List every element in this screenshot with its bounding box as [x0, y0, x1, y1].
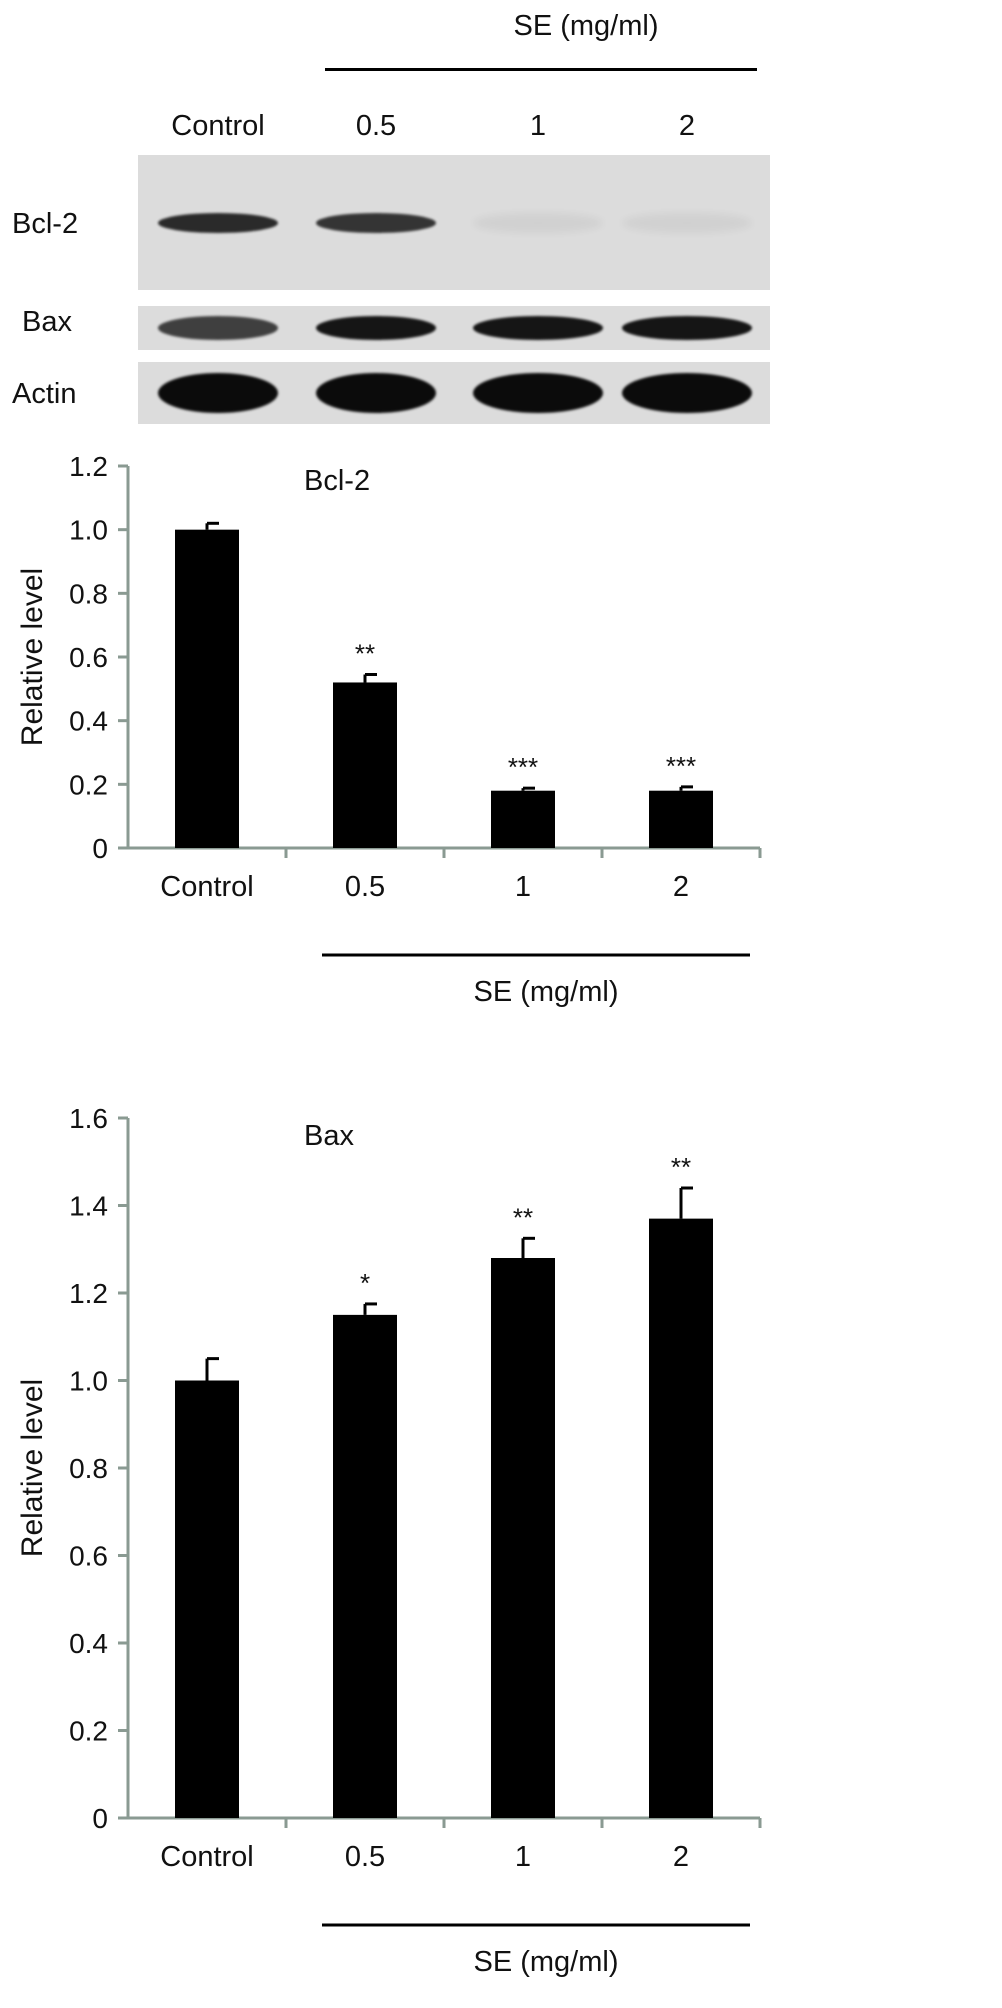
- y-axis-label: Relative level: [16, 1379, 49, 1557]
- blot-band: [622, 316, 752, 340]
- blot-band: [473, 316, 603, 340]
- lane-label-0-5: 0.5: [355, 110, 397, 142]
- blot-band: [316, 373, 436, 413]
- y-tick-label: 0.4: [69, 1628, 108, 1659]
- blot-group-label: SE (mg/ml): [513, 10, 659, 42]
- blot-group-bracket: [325, 68, 757, 71]
- bar: [333, 1314, 397, 1818]
- y-tick-label: 1.6: [69, 1103, 108, 1134]
- y-tick-label: 0.6: [69, 1541, 108, 1572]
- blot-band: [473, 213, 603, 233]
- bar: [175, 1380, 239, 1818]
- significance-marker: **: [355, 639, 375, 669]
- y-tick-label: 0.2: [69, 1716, 108, 1747]
- y-tick-label: 0: [92, 833, 108, 864]
- x-tick-label: 2: [673, 1841, 689, 1873]
- blot-row-label-actin: Actin: [12, 378, 77, 410]
- bar: [491, 790, 555, 848]
- blot-row-label-bax: Bax: [22, 306, 72, 338]
- significance-marker: ***: [508, 752, 538, 782]
- y-tick-label: 0.6: [69, 642, 108, 673]
- blot-strip-actin: [138, 362, 770, 424]
- bar: [649, 790, 713, 848]
- x-tick-label: 2: [673, 871, 689, 903]
- x-tick-label: Control: [160, 871, 254, 903]
- bar: [491, 1258, 555, 1818]
- significance-marker: **: [513, 1202, 533, 1232]
- blot-band: [158, 213, 278, 233]
- blot-strip-bcl2: [138, 155, 770, 290]
- blot-band: [316, 213, 436, 233]
- y-tick-label: 0.2: [69, 769, 108, 800]
- significance-marker: *: [360, 1268, 370, 1298]
- blot-band: [158, 373, 278, 413]
- blot-strip-bax: [138, 306, 770, 350]
- y-tick-label: 1.0: [69, 515, 108, 546]
- blot-band: [622, 213, 752, 233]
- blot-band: [316, 316, 436, 340]
- significance-marker: **: [671, 1152, 691, 1182]
- x-tick-label: 0.5: [345, 871, 385, 903]
- bar: [175, 529, 239, 848]
- chart-title: Bcl-2: [304, 465, 370, 497]
- x-tick-label: 0.5: [345, 1841, 385, 1873]
- blot-band: [158, 316, 278, 340]
- y-tick-label: 1.4: [69, 1191, 108, 1222]
- x-tick-label: 1: [515, 871, 531, 903]
- y-tick-label: 0.8: [69, 1453, 108, 1484]
- y-tick-label: 0.4: [69, 706, 108, 737]
- x-group-label: SE (mg/ml): [474, 1946, 619, 1978]
- y-tick-label: 0.8: [69, 578, 108, 609]
- y-tick-label: 0: [92, 1803, 108, 1834]
- chart-title: Bax: [304, 1120, 354, 1152]
- y-axis-label: Relative level: [16, 568, 49, 746]
- x-tick-label: Control: [160, 1841, 254, 1873]
- bar: [649, 1218, 713, 1818]
- y-tick-label: 1.2: [69, 451, 108, 482]
- bax-bar-chart: 0 0.2 0.4 0.6 0.8 1.0 1.2 1.4 1.6 Control 0.5 * 1 ** 2…: [16, 1103, 762, 1978]
- x-tick-label: 1: [515, 1841, 531, 1873]
- bar: [333, 682, 397, 848]
- significance-marker: ***: [666, 751, 696, 781]
- lane-label-control: Control: [171, 110, 265, 142]
- lane-label-2: 2: [678, 110, 696, 142]
- x-group-label: SE (mg/ml): [474, 976, 619, 1008]
- lane-label-1: 1: [529, 110, 547, 142]
- blot-band: [622, 373, 752, 413]
- y-tick-label: 1.2: [69, 1278, 108, 1309]
- blot-row-label-bcl2: Bcl-2: [12, 208, 79, 240]
- bcl2-bar-chart: 0 0.2 0.4 0.6 0.8 1.0 1.2 Control 0.5 ** 1 *** 2 *** B…: [16, 451, 762, 1008]
- blot-band: [473, 373, 603, 413]
- y-tick-label: 1.0: [69, 1366, 108, 1397]
